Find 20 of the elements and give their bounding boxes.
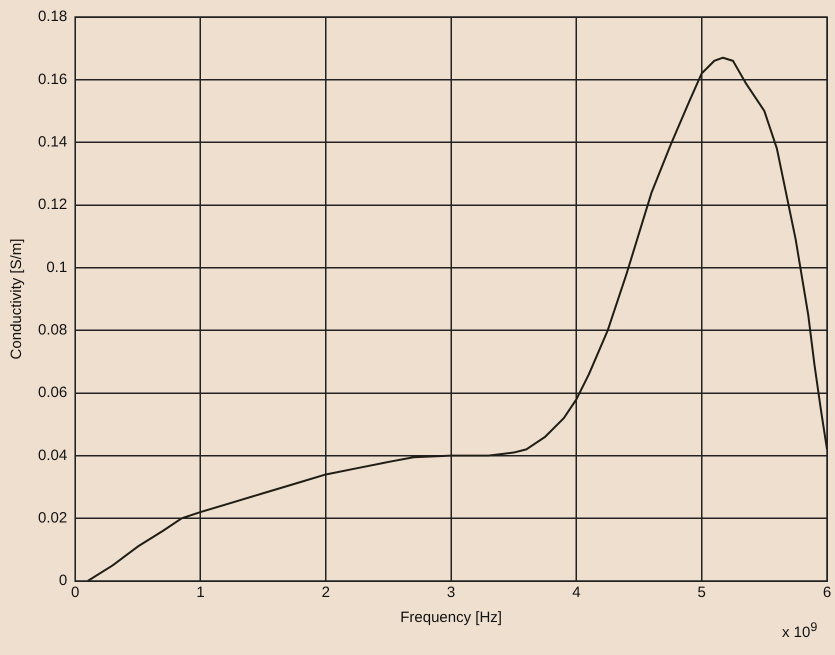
y-tick-label: 0.08: [38, 321, 68, 338]
x-tick-label: 6: [822, 584, 832, 602]
y-tick-label: 0.1: [46, 258, 68, 276]
y-tick-label: 0.06: [38, 384, 68, 402]
x-axis-title: Frequency [Hz]: [400, 609, 502, 626]
y-tick-label: 0.04: [38, 446, 68, 464]
text: x 10$^{9}$: [782, 620, 818, 641]
y-axis-title: Conductivity [S/m]: [8, 238, 26, 360]
y-tick-label: 0.12: [38, 196, 68, 214]
x-tick-label: 3: [446, 584, 456, 602]
x-tick-label: 0: [71, 584, 80, 602]
y-tick-label: 0: [58, 572, 68, 590]
y-tick-label: 0.02: [38, 509, 68, 526]
x-tick-label: 4: [572, 584, 581, 602]
y-tick-label: 0.14: [38, 133, 68, 150]
x-tick-label: 5: [698, 584, 706, 602]
y-tick-label: 0.16: [38, 70, 68, 88]
x-tick-label: 1: [196, 584, 205, 602]
x-tick-label: 2: [322, 584, 330, 602]
y-tick-label: 0.18: [38, 8, 68, 26]
